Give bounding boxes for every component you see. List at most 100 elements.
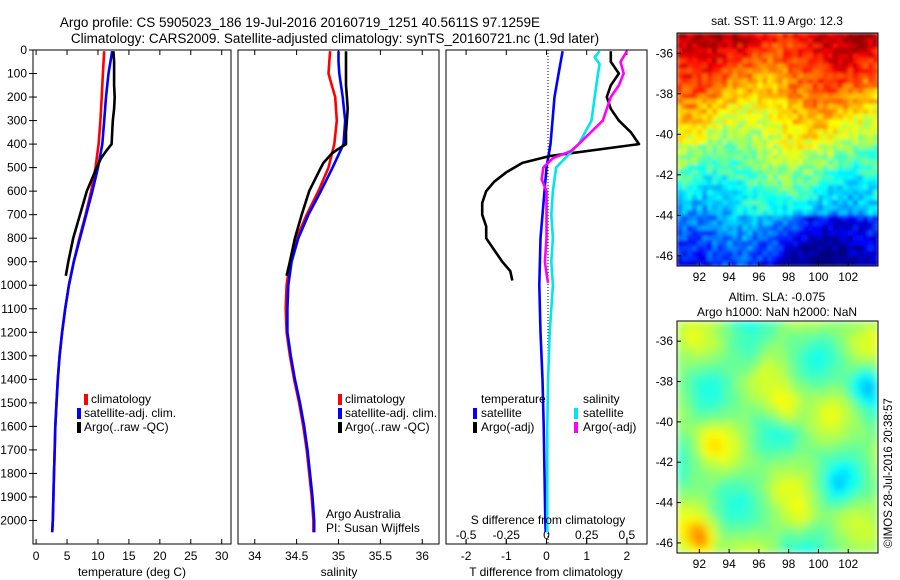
sla-cell [813,534,820,542]
sst-cell [722,245,728,252]
sst-cell [873,149,878,156]
sst-cell [707,33,713,39]
sla-cell [718,394,725,401]
map-x-tick-label: 94 [722,270,736,284]
sla-cell [848,528,855,536]
sst-cell [857,63,864,70]
sst-cell [822,200,829,206]
sla-cell [866,540,873,548]
sst-cell [802,260,809,266]
sla-cell [830,321,838,328]
sst-cell [842,250,849,257]
sst-cell [832,98,839,105]
sla-cell [783,516,790,524]
sla-cell [830,485,838,493]
sst-cell [782,260,789,266]
sst-cell [742,195,748,201]
sst-cell [722,144,728,151]
sst-cell [842,225,849,232]
sla-cell [736,345,743,353]
sst-cell [677,134,683,140]
sst-cell [747,205,753,211]
sla-cell [848,467,855,475]
profile-line-argo-adj-s [540,50,629,284]
sst-cell [857,109,864,115]
sst-cell [807,190,814,196]
sst-cell [787,185,794,191]
sst-cell [707,200,713,206]
sla-cell [753,357,761,365]
sst-cell [827,144,834,151]
map-y-tick-label: -42 [656,168,674,182]
sst-cell [807,230,814,237]
sla-cell [783,504,790,511]
sst-cell [677,220,683,227]
sst-cell [827,240,834,247]
sst-cell [752,240,758,247]
sst-cell [837,149,844,156]
sst-cell [782,73,789,80]
sla-cell [694,485,702,493]
sst-cell [742,230,748,237]
sst-cell [717,78,723,85]
sla-cell [860,327,867,334]
sst-cell [862,93,869,100]
sst-cell [772,119,779,125]
sst-cell [687,230,693,237]
sla-cell [836,375,844,383]
sla-cell [753,333,761,340]
sst-cell [827,134,834,140]
sst-cell [732,260,738,266]
sst-cell [862,190,869,196]
sst-cell [797,154,804,161]
legend-swatch-argo [77,422,81,433]
sst-cell [868,240,874,247]
sst-cell [702,210,708,216]
sst-cell [797,103,804,110]
sla-cell [677,437,684,444]
sst-cell [772,144,779,151]
sst-cell [857,88,864,95]
sla-cell [848,534,855,542]
sla-cell [795,388,802,395]
sst-cell [812,144,819,151]
sla-cell [854,449,861,456]
sla-cell [747,321,755,328]
sst-cell [787,205,794,211]
sst-cell [812,154,819,161]
sst-cell [732,245,738,252]
sst-cell [868,159,874,166]
sla-cell [777,437,784,444]
sst-cell [847,235,854,242]
sla-cell [712,424,719,432]
sla-cell [866,333,873,340]
sst-cell [873,58,878,64]
sla-cell [706,461,714,469]
sst-cell [677,144,683,151]
sst-cell [707,129,713,135]
sla-cell [736,449,743,456]
sla-cell [736,522,743,530]
figure-title-line2: Climatology: CARS2009. Satellite-adjuste… [71,31,599,46]
sst-cell [717,250,723,257]
sla-cell [730,498,737,505]
sst-cell [837,109,844,115]
sst-cell [682,58,688,64]
sst-cell [792,210,799,216]
temperature-legend: climatology satellite-adj. clim. Argo(..… [77,392,176,434]
sst-cell [777,260,784,266]
sla-cell [824,412,832,420]
sla-cell [765,461,773,469]
sla-cell [777,540,784,548]
sla-cell [682,333,690,340]
sla-cell [753,351,761,359]
sst-cell [868,185,874,191]
sla-cell [688,369,696,377]
sst-cell [772,103,779,110]
sst-cell [727,124,733,130]
sst-cell [782,190,789,196]
depth-tick-label: 600 [7,184,27,198]
sst-cell [747,33,753,39]
sla-cell [688,510,696,517]
sst-cell [697,109,703,115]
